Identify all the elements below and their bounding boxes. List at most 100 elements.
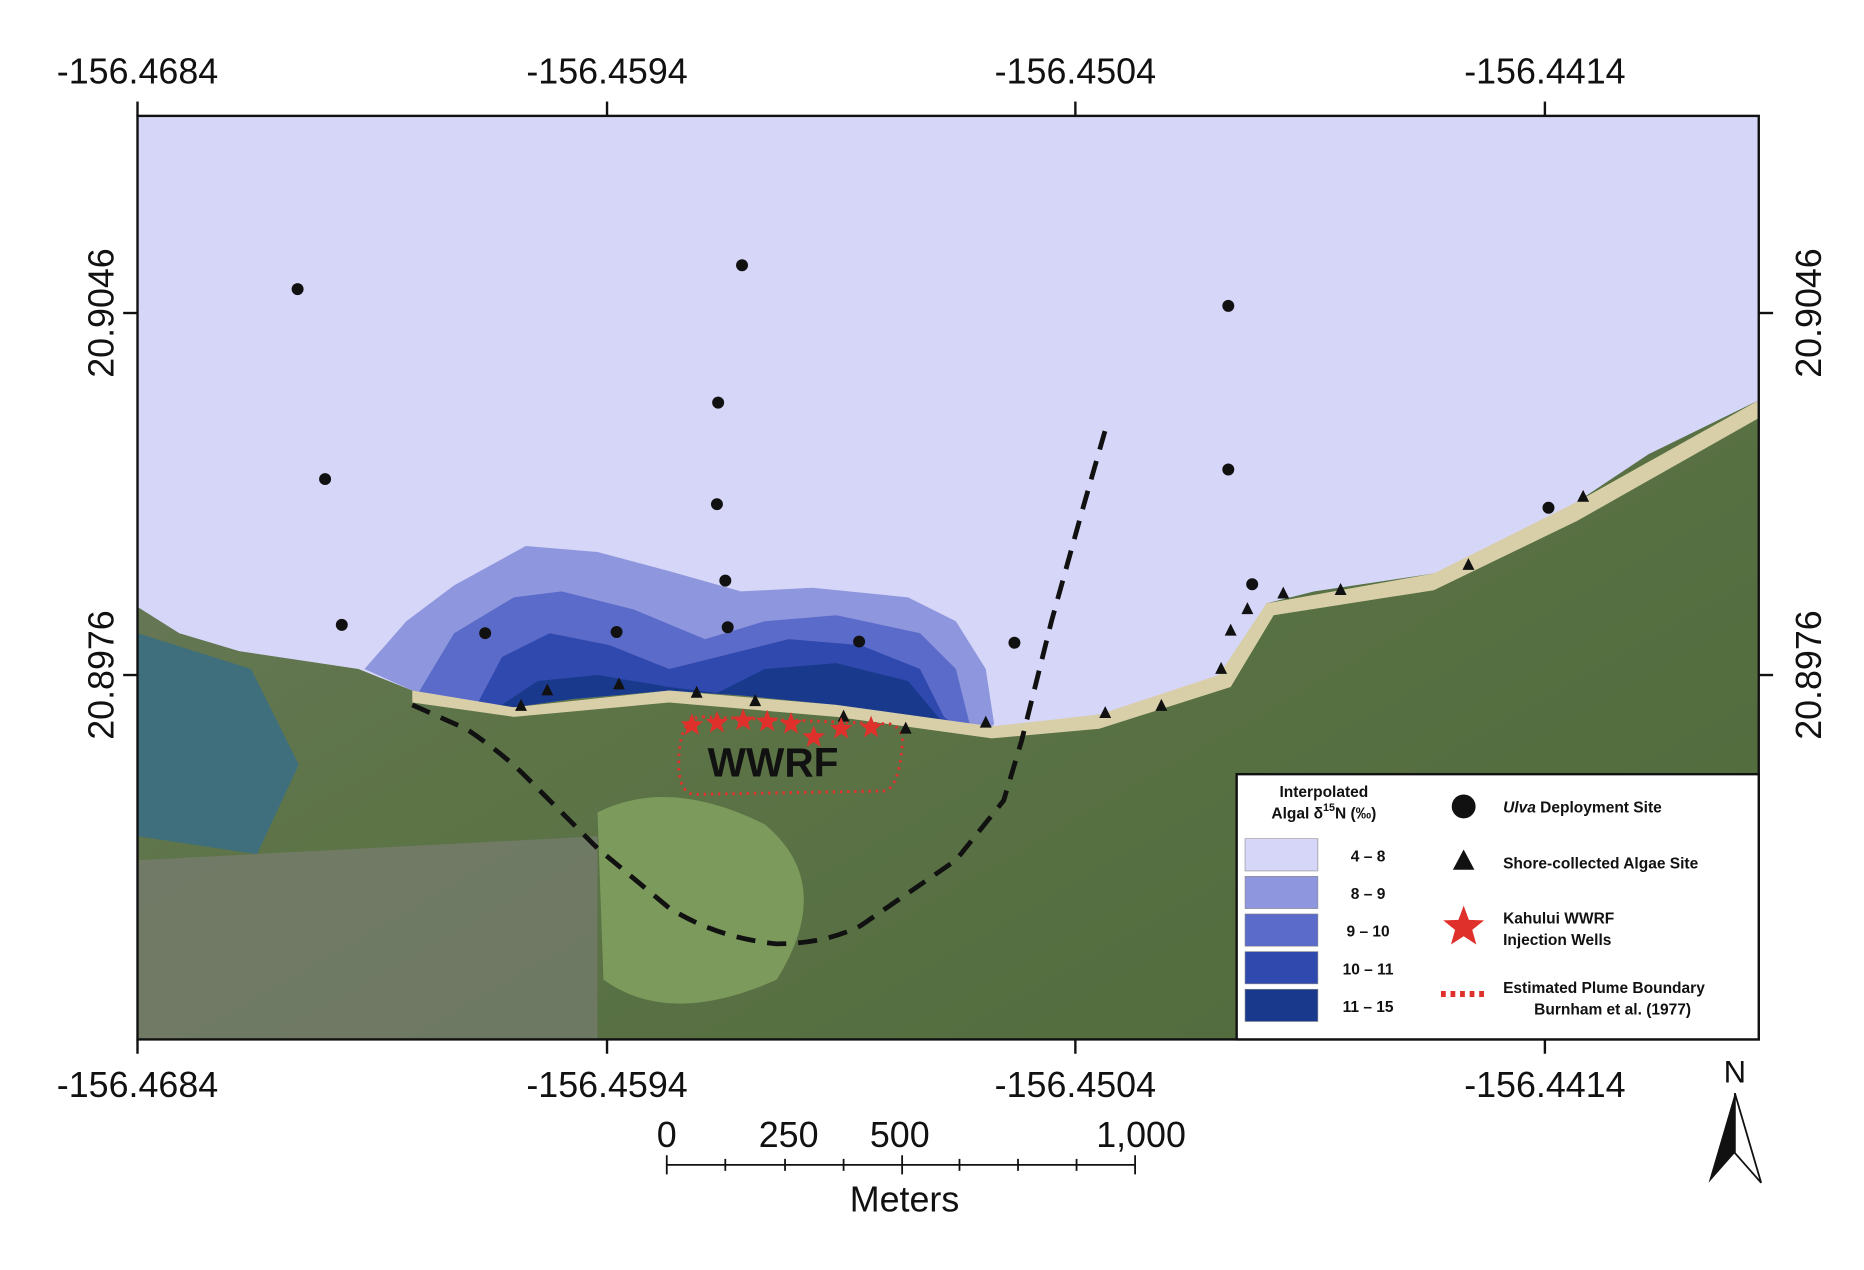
harbor [137,633,299,855]
legend-title-sup: 15 [1323,802,1335,814]
scale-label: 250 [759,1115,819,1155]
injection-well [779,712,803,734]
injection-well [705,710,729,733]
legend-class-label: 11 – 15 [1343,999,1394,1016]
injection-well [731,708,755,731]
injection-well [802,725,826,747]
injection-well [829,716,853,739]
scale-bar: 0 250 500 1,000 Meters [657,1115,1186,1220]
legend-triangle [1452,849,1475,870]
beach [412,400,1759,739]
ulva-site [1222,463,1235,476]
legend-title-part: Algal δ [1271,805,1323,822]
ulva-site [335,618,348,631]
legend-box [1235,772,1760,1041]
legend-swatch [1244,988,1319,1022]
legend-label: Injection Wells [1503,932,1611,949]
legend-label: Kahului WWRF [1503,911,1614,928]
bottom-label: -156.4504 [995,1065,1156,1105]
algae-site [541,683,554,696]
plume-boundary [677,715,904,796]
ulva-site [721,621,734,634]
legend-title: Interpolated [1279,784,1368,801]
map-frame [136,114,1760,1041]
legend-class-label: 4 – 8 [1351,848,1386,865]
algae-site [1241,602,1254,615]
axes: -156.4684 -156.4594 -156.4504 -156.4414 -156… [57,52,1829,1105]
algae-site [1099,706,1112,719]
legend-label: Ulva Deployment Site [1503,799,1662,816]
algae-site [1462,557,1475,570]
map-label: WWRF [708,740,839,786]
town [137,836,598,1040]
north-arrow [1733,1092,1763,1184]
sites [291,259,1590,747]
algae-site [690,685,703,698]
legend: Interpolated Algal δ15N (‰) 4 – 8 8 – 9 9 … [1235,772,1760,1041]
contour [454,663,950,729]
legend-title: Algal δ15N (‰) [1271,802,1376,822]
legend-text: Deployment Site [1536,799,1662,816]
left-label: 20.8976 [82,610,122,740]
ulva-site [291,283,304,296]
top-label: -156.4684 [57,52,218,92]
legend-class-label: 10 – 11 [1343,961,1394,978]
ulva-site [853,635,866,648]
ulva-site [1008,636,1021,649]
map-area: WWRF [137,115,1759,1040]
algae-site [1277,586,1290,599]
algae-site [749,694,762,707]
scale-label: 1,000 [1096,1115,1186,1155]
ulva-site [719,574,732,587]
injection-well [680,713,704,735]
legend-label: Burnham et al. (1977) [1534,1001,1691,1018]
algae-site [1155,698,1168,711]
legend-swatch [1244,951,1319,985]
legend-title-part: N (‰) [1335,805,1376,822]
legend-class-label: 9 – 10 [1347,924,1390,941]
legend-circle [1451,794,1476,819]
legend-swatch [1244,913,1319,947]
outfall-line [411,429,1108,947]
top-label: -156.4594 [526,52,687,92]
north-label: N [1724,1054,1746,1089]
algae-site [1577,489,1590,502]
left-label: 20.9046 [82,248,122,378]
bottom-label: -156.4684 [57,1065,218,1105]
scale-line [665,1155,1137,1175]
right-label: 20.9046 [1789,248,1829,378]
ulva-site [710,498,723,511]
scale-unit: Meters [850,1179,960,1219]
algae-site [1224,623,1237,636]
algae-site [899,721,912,734]
ulva-site [712,396,725,409]
legend-swatch [1244,838,1319,872]
ulva-site [610,626,623,638]
legend-swatch [1244,876,1319,909]
ulva-site [479,627,492,640]
right-label: 20.8976 [1789,610,1829,740]
algae-site [613,677,625,690]
top-label: -156.4414 [1464,52,1625,92]
legend-label: Shore-collected Algae Site [1503,856,1699,873]
legend-class-label: 8 – 9 [1351,886,1386,903]
ulva-site [1542,501,1555,514]
top-label: -156.4504 [995,52,1156,92]
injection-well [859,715,883,738]
algae-site [1215,661,1228,674]
injection-well [755,709,779,732]
algae-site [979,715,992,728]
bottom-label: -156.4414 [1464,1065,1625,1105]
bottom-label: -156.4594 [526,1065,687,1105]
pond [597,797,804,1004]
ulva-site [319,473,332,486]
legend-label: Estimated Plume Boundary [1503,980,1705,997]
legend-classes: 4 – 8 8 – 9 9 – 10 10 – 11 11 – 15 [1244,838,1394,1022]
legend-italic: Ulva [1503,799,1536,816]
north-arrow [1708,1093,1735,1183]
ulva-site [736,259,749,272]
algae-site [1334,583,1347,595]
ulva-site [1222,299,1235,312]
